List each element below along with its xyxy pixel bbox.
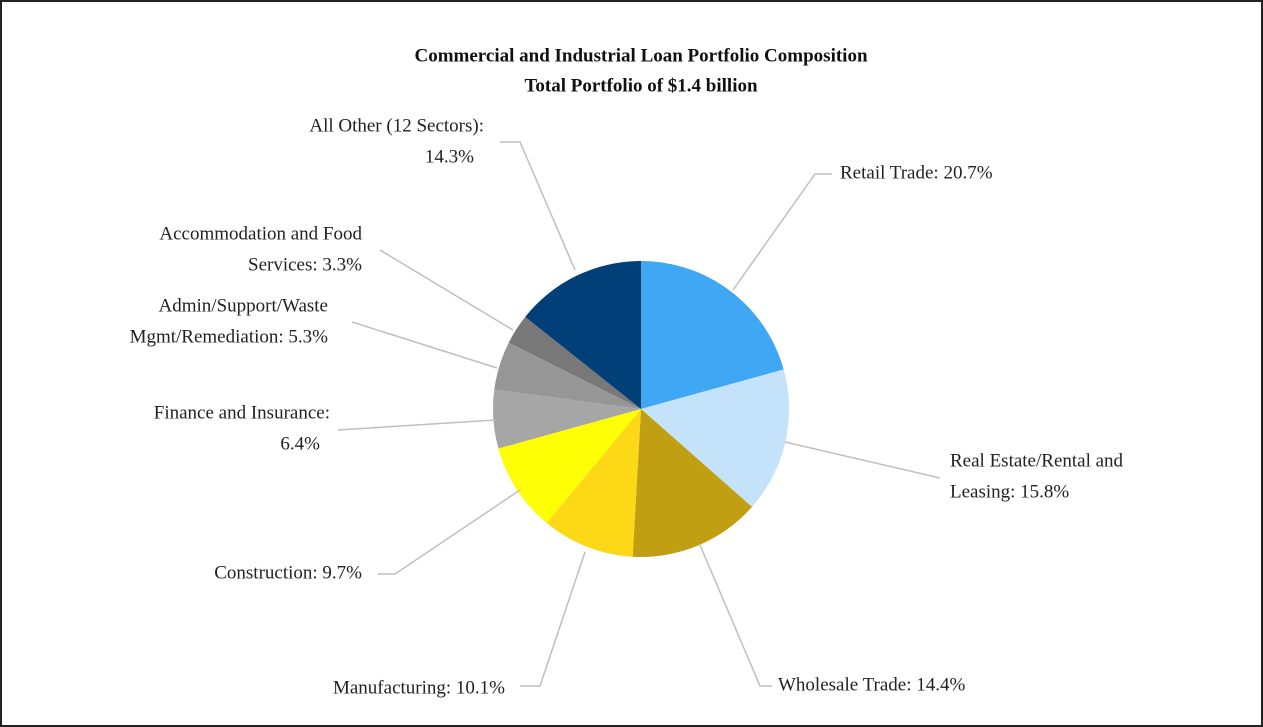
slice-label: All Other (12 Sectors): [309,115,484,136]
slice-label: Accommodation and Food [159,223,362,244]
leader-line [378,489,521,575]
slice-label: Leasing: 15.8% [950,481,1069,502]
slice-label: Wholesale Trade: 14.4% [778,674,966,695]
slice-label: Mgmt/Remediation: 5.3% [130,326,329,347]
leader-line [699,544,772,687]
leader-line [520,551,586,687]
slice-label: Admin/Support/Waste [159,295,328,316]
leader-line [337,419,496,431]
slice-label: Real Estate/Rental and [950,450,1124,471]
chart-title: Commercial and Industrial Loan Portfolio… [414,45,867,66]
chart-subtitle: Total Portfolio of $1.4 billion [524,75,758,96]
pie-slice [641,369,789,507]
pie-slice [641,261,784,409]
slice-label: Manufacturing: 10.1% [333,677,505,698]
leader-line [500,141,576,271]
slice-label: Finance and Insurance: [154,402,330,423]
leader-line [379,249,514,331]
pie-slice [498,409,641,524]
leader-line [732,173,832,291]
slice-label: 14.3% [425,146,474,167]
leader-line [784,441,941,479]
pie-slice [493,389,641,449]
pie-slice [508,316,641,409]
pie-slice [546,409,641,557]
pie-slice [525,261,641,409]
pie-slice [494,342,641,409]
pie-slice [632,409,753,557]
slice-label: Retail Trade: 20.7% [840,162,993,183]
slice-label: Construction: 9.7% [214,562,362,583]
slice-label: 6.4% [280,433,320,454]
slice-label: Services: 3.3% [248,254,362,275]
leader-line [351,321,498,369]
